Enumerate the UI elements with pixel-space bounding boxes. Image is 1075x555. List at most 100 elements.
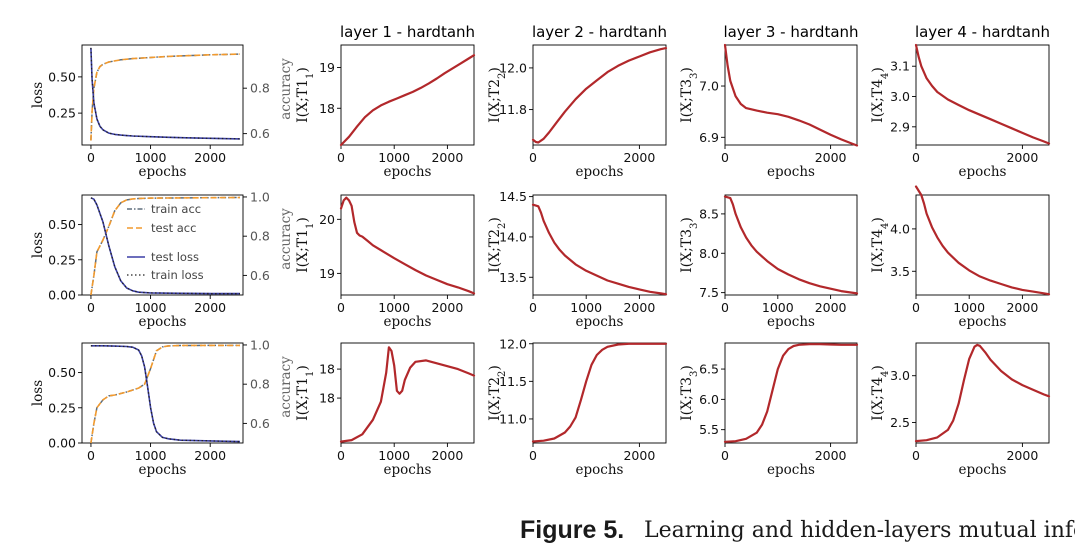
learning-r2-xtick-label: 2000	[194, 300, 226, 315]
mi-r1-l3-ytick-label: 7.0	[699, 79, 719, 94]
mi-r3-l1-ylabel: I(X;T11)	[295, 365, 316, 421]
mi-panel-row2-layer3: 0 1000 2000 7.5 8.0 8.5 epochs I(X;T33)	[679, 194, 859, 330]
mi-r3-l4-mi-curve	[914, 343, 1051, 443]
mi-r2-l1-ytick-label: 20	[319, 212, 335, 227]
learning-r2-xtick-label: 1000	[135, 300, 167, 315]
learning-r1-ytick-label: 0.50	[48, 69, 76, 84]
mi-r3-l1-ytick-label: 18	[319, 362, 335, 377]
mi-r3-l4-ylabel: I(X;T44)	[870, 365, 891, 421]
mi-r2-l1-ylabel: I(X;T11)	[295, 217, 316, 273]
mi-r2-l3-xlabel: epochs	[767, 314, 815, 330]
mi-panel-row1-layer2: 0 2000 11.8 12.0 epochs I(X;T22) layer 2 - har…	[487, 23, 668, 180]
learning-panel-row3: 0 1000 2000 0.00 0.25 0.50 epochs 0.6 0.8 1.0 loss…	[30, 337, 294, 478]
mi-r1-l1-ylabel: I(X;T11)	[295, 67, 316, 123]
learning-r1-ytick-right-label: 0.8	[250, 81, 270, 96]
learning-r1-ytick-right-label: 0.6	[250, 126, 270, 141]
mi-r1-l3-xtick-label: 0	[721, 150, 729, 165]
mi-r2-l4-ytick-label: 3.5	[890, 264, 910, 279]
mi-r1-l4-xlabel: epochs	[959, 164, 1007, 180]
mi-r2-l4-mi-curve	[914, 185, 1051, 296]
learning-r3-xtick-label: 0	[87, 448, 95, 463]
mi-r1-l3-xlabel: epochs	[767, 164, 815, 180]
learning-r3-xtick-label: 1000	[135, 448, 167, 463]
learning-r2-ytick-right-label: 0.8	[250, 229, 270, 244]
legend-label-train-acc: train acc	[151, 202, 201, 216]
mi-r2-l1-xtick-label: 2000	[431, 300, 463, 315]
mi-r1-l4-xtick-label: 0	[912, 150, 920, 165]
mi-r2-l2-mi-curve	[531, 203, 668, 296]
mi-r3-l3-xtick-label: 0	[721, 448, 729, 463]
mi-r1-l1-xtick-label: 0	[337, 150, 345, 165]
mi-r1-l4-ylabel: I(X;T44)	[870, 67, 891, 123]
mi-r2-l4-ytick-label: 4.0	[890, 221, 910, 236]
mi-r3-l3-ytick-label: 6.5	[699, 362, 719, 377]
mi-panel-row2-layer1: 0 1000 2000 19 20 epochs I(X;T11)	[295, 194, 476, 330]
mi-r1-l2-xtick-label: 2000	[623, 150, 655, 165]
caption-label: Figure 5.	[520, 516, 625, 544]
mi-r1-l1-xtick-label: 1000	[378, 150, 410, 165]
mi-r1-l3-mi-curve	[723, 43, 859, 147]
mi-r3-l3-ylabel: I(X;T33)	[679, 365, 700, 421]
mi-panel-row2-layer4: 0 1000 2000 3.5 4.0 epochs I(X;T44)	[870, 185, 1051, 330]
mi-r2-l4-xtick-label: 1000	[953, 300, 985, 315]
learning-r2-train-loss-line	[90, 197, 240, 295]
figure-caption: Figure 5. Learning and hidden-layers mut…	[0, 510, 1075, 555]
mi-r3-l2-ylabel: I(X;T22)	[487, 365, 508, 421]
learning-r3-ylabel-right: accuracy	[278, 356, 294, 418]
mi-r1-l4-frame	[915, 44, 1050, 146]
learning-r2-xlabel: epochs	[139, 314, 187, 330]
mi-r3-l4-xtick-label: 2000	[1006, 448, 1038, 463]
learning-r2-ytick-right-label: 0.6	[250, 268, 270, 283]
mi-r3-l4-xtick-label: 0	[912, 448, 920, 463]
mi-r2-l3-xtick-label: 1000	[762, 300, 794, 315]
learning-r3-ytick-right-label: 1.0	[250, 337, 270, 352]
mi-r3-l3-ytick-label: 6.0	[699, 392, 719, 407]
mi-r3-l1-xtick-label: 2000	[431, 448, 463, 463]
mi-r2-l2-ylabel: I(X;T22)	[487, 217, 508, 273]
learning-r3-train-acc-line	[90, 344, 240, 444]
learning-r1-ylabel-right: accuracy	[278, 58, 294, 120]
mi-r2-l1-xtick-label: 0	[337, 300, 345, 315]
mi-r2-l2-xtick-label: 0	[529, 300, 537, 315]
mi-r1-l4-xtick-label: 2000	[1006, 150, 1038, 165]
mi-r2-l2-ytick-label: 13.5	[499, 270, 527, 285]
mi-r1-l4-ytick-label: 3.0	[890, 89, 910, 104]
mi-r1-l4-mi-curve	[914, 43, 1051, 145]
learning-r3-train-loss-line	[90, 345, 241, 443]
mi-r3-l3-xtick-label: 2000	[815, 448, 847, 463]
mi-r1-l1-mi-curve	[339, 54, 476, 147]
mi-panel-row3-layer1: 0 1000 2000 18 18 epochs I(X;T11)	[295, 342, 476, 478]
mi-panel-row3-layer2: 0 2000 11.0 11.5 12.0 epochs I(X;T22)	[487, 336, 668, 478]
mi-r2-l2-xtick-label: 1000	[570, 300, 602, 315]
learning-r3-xlabel: epochs	[139, 462, 187, 478]
mi-r3-l2-xlabel: epochs	[576, 462, 624, 478]
mi-r3-l3-mi-curve	[723, 343, 859, 443]
learning-r1-xtick-label: 1000	[135, 150, 167, 165]
mi-r2-l3-ytick-label: 8.5	[699, 206, 719, 221]
mi-r3-l4-xlabel: epochs	[959, 462, 1007, 478]
mi-r3-l3-frame	[724, 342, 858, 444]
mi-r1-l4-title: layer 4 - hardtanh	[915, 23, 1050, 41]
mi-r2-l2-frame	[532, 194, 667, 296]
mi-r1-l1-ytick-label: 18	[319, 101, 335, 116]
learning-r1-xtick-label: 0	[87, 150, 95, 165]
mi-r1-l2-ytick-label: 12.0	[499, 60, 527, 75]
learning-r3-ytick-right-label: 0.8	[250, 377, 270, 392]
mi-r1-l1-frame	[340, 44, 475, 146]
mi-r1-l2-xlabel: epochs	[576, 164, 624, 180]
mi-r1-l2-title: layer 2 - hardtanh	[532, 23, 667, 41]
mi-r2-l3-ylabel: I(X;T33)	[679, 217, 700, 273]
mi-r3-l1-frame	[340, 342, 475, 444]
learning-r2-ylabel-right: accuracy	[278, 208, 294, 270]
mi-r3-l1-mi-curve	[339, 346, 476, 443]
learning-panel-row1: 0 1000 2000 0.25 0.50 epochs 0.6 0.8 loss accurac…	[30, 44, 294, 180]
mi-r3-l3-ytick-label: 5.5	[699, 422, 719, 437]
learning-r1-xtick-label: 2000	[194, 150, 226, 165]
learning-r3-ytick-label: 0.50	[48, 365, 76, 380]
mi-r2-l1-xlabel: epochs	[384, 314, 432, 330]
legend-label-test-loss: test loss	[151, 250, 199, 264]
learning-panel-row2: 0 1000 2000 0.00 0.25 0.50 epochs 0.6 0.8 1.0 loss…	[30, 189, 294, 330]
mi-r2-l2-xlabel: epochs	[576, 314, 624, 330]
mi-r1-l2-xtick-label: 0	[529, 150, 537, 165]
